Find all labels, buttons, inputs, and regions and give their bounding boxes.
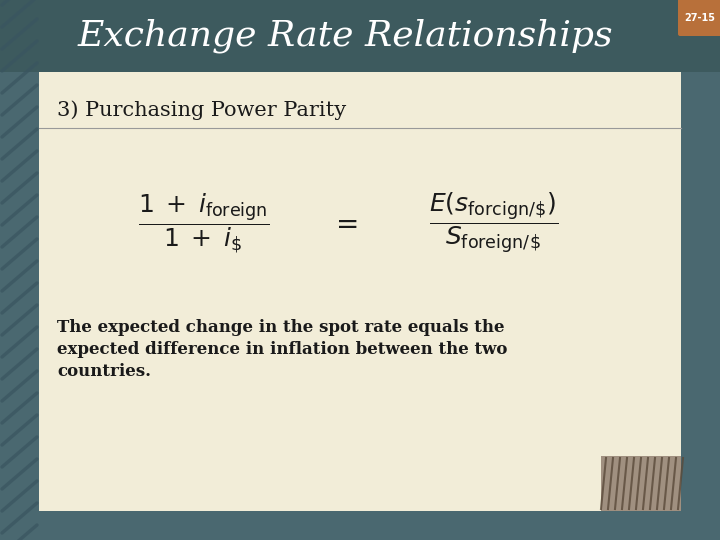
Text: 27-15: 27-15: [685, 13, 716, 23]
Bar: [601, 456, 681, 511]
Text: $\dfrac{E(s_{\rm forcign/\$})}{S_{\rm foreign/\$}}$: $\dfrac{E(s_{\rm forcign/\$})}{S_{\rm fo…: [429, 191, 559, 255]
Bar: [0, 511, 720, 540]
Text: Exchange Rate Relationships: Exchange Rate Relationships: [77, 19, 613, 53]
Text: $\dfrac{1\;+\;i_{\rm foreign}}{1\;+\;i_{\$}}$: $\dfrac{1\;+\;i_{\rm foreign}}{1\;+\;i_{…: [138, 191, 270, 255]
Bar: [681, 72, 720, 511]
Bar: [0, 72, 39, 511]
Text: countries.: countries.: [57, 363, 151, 381]
Text: 3) Purchasing Power Parity: 3) Purchasing Power Parity: [57, 100, 346, 120]
Text: The expected change in the spot rate equals the: The expected change in the spot rate equ…: [57, 320, 505, 336]
Bar: [0, 0, 720, 72]
FancyBboxPatch shape: [678, 0, 720, 36]
Bar: [39, 72, 681, 511]
Text: expected difference in inflation between the two: expected difference in inflation between…: [57, 341, 508, 359]
Text: $=$: $=$: [330, 209, 358, 237]
